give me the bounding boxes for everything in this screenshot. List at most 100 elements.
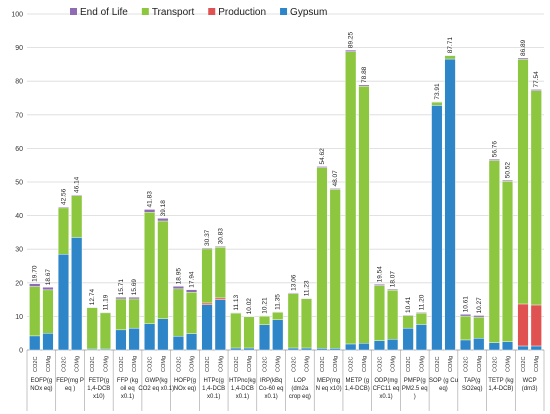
category-label: WCP (dm3) xyxy=(522,378,538,392)
bar-total-label: 11.19 xyxy=(102,294,109,310)
bar-segment-transport xyxy=(402,315,414,329)
x-sub-label: COMg xyxy=(247,356,253,372)
bar-segment-transport xyxy=(172,288,184,337)
y-tick-label: 90 xyxy=(15,45,23,52)
bar-segment-end-of-life xyxy=(473,315,485,318)
bar-segment-gypsum xyxy=(157,318,169,351)
category-label-line: oil eq xyxy=(120,386,134,392)
bar-segment-transport xyxy=(57,207,69,255)
bar-segment-gypsum xyxy=(259,324,271,351)
legend-swatch xyxy=(280,8,288,15)
bar-segment-transport xyxy=(530,90,542,306)
bar-segment-transport xyxy=(115,298,127,331)
bar-segment-transport xyxy=(460,315,472,341)
bar-total-label: 39.18 xyxy=(160,200,167,217)
y-tick-label: 60 xyxy=(15,146,23,153)
grid-layer xyxy=(27,13,544,351)
x-sub-label: CO2C xyxy=(521,356,527,372)
bar-segment-end-of-life xyxy=(530,89,542,91)
y-tick-label: 40 xyxy=(15,213,23,220)
bar-segment-gypsum xyxy=(29,335,41,351)
category-label-line: (dm3) xyxy=(522,386,538,392)
category-label-line: GWP(kg xyxy=(145,378,168,384)
bar-segment-gypsum xyxy=(201,304,213,351)
category-label: TAP(g SO2eq) xyxy=(462,378,483,392)
category-label-line: x10) xyxy=(93,394,105,400)
category-label-line: FEP(mg P xyxy=(56,378,84,384)
bar-segment-transport xyxy=(329,189,341,349)
x-sub-label: COMg xyxy=(276,356,282,372)
bar-segment-transport xyxy=(214,246,226,299)
y-tick-label: 80 xyxy=(15,79,23,86)
bar-total-label: 56.76 xyxy=(491,141,498,158)
bar-segment-transport xyxy=(144,212,156,324)
x-sub-label: CO2C xyxy=(464,356,470,372)
category-label-line: HOFP(g xyxy=(174,378,196,384)
category-label-line: x0.1) xyxy=(379,394,392,400)
bar-segment-gypsum xyxy=(316,348,328,351)
bar-total-label: 54.62 xyxy=(319,148,326,165)
x-sub-label: CO2C xyxy=(320,356,326,372)
bar-total-label: 30.37 xyxy=(204,229,211,246)
legend-swatch xyxy=(141,8,149,15)
bar-segment-transport xyxy=(272,312,284,320)
category-label-line: 1,4-DCB) xyxy=(488,386,513,392)
category-label: EOFP(g NOx eq) xyxy=(30,378,52,392)
category-label-line: 1,4-DCB xyxy=(87,386,110,392)
category-label: FEP(mg P eq ) xyxy=(56,378,84,392)
bar-total-label: 17.94 xyxy=(189,271,196,288)
x-sub-label: CO2C xyxy=(176,356,182,372)
bar-segment-transport xyxy=(517,59,529,305)
bar-segment-end-of-life xyxy=(144,209,156,213)
bar-segment-end-of-life xyxy=(373,284,385,286)
x-sub-label: CO2C xyxy=(406,356,412,372)
x-sub-label: COMg xyxy=(103,356,109,372)
bar-segment-transport xyxy=(502,181,514,342)
bar-segment-transport xyxy=(358,86,370,344)
bar-segment-gypsum xyxy=(172,336,184,351)
x-sub-label: COMg xyxy=(419,356,425,372)
bar-segment-transport xyxy=(415,312,427,325)
bar-segment-end-of-life xyxy=(444,55,456,56)
x-sub-label: CO2C xyxy=(349,356,355,372)
bar-segment-transport xyxy=(157,220,169,319)
y-tick-label: 30 xyxy=(15,247,23,254)
legend-swatch xyxy=(70,8,77,15)
bar-segment-end-of-life xyxy=(488,159,500,161)
category-label-line: CFC11 eq xyxy=(373,386,400,392)
bar-segment-transport xyxy=(128,298,140,329)
bar-segment-end-of-life xyxy=(329,188,341,190)
bar-segment-gypsum xyxy=(272,319,284,351)
y-tick-label: 100 xyxy=(11,12,23,19)
category-label-line: x0.1) xyxy=(207,394,220,400)
bar-segment-gypsum xyxy=(42,333,54,351)
legend-label: Transport xyxy=(152,7,195,18)
bar-total-label: 11.20 xyxy=(418,294,425,310)
bar-segment-gypsum xyxy=(128,327,140,351)
bar-segment-end-of-life xyxy=(502,180,514,182)
bar-total-label: 18.95 xyxy=(175,268,182,285)
y-tick-label: 50 xyxy=(15,180,23,187)
bar-segment-transport xyxy=(42,289,54,334)
bars-layer xyxy=(29,49,542,351)
bar-segment-end-of-life xyxy=(71,194,83,196)
bar-segment-transport xyxy=(201,248,213,304)
category-label: IRP(kBq Co-60 eq x0.1) xyxy=(259,378,284,400)
bar-total-label: 77.54 xyxy=(533,71,540,88)
category-label: FFP (kg oil eq x0.1) xyxy=(117,378,138,400)
category-label-line: EOFP(g xyxy=(31,378,53,384)
category-label-line: CO2 eq x0.1) xyxy=(138,386,174,392)
bar-total-label: 10.61 xyxy=(463,296,470,313)
bar-segment-end-of-life xyxy=(99,312,111,314)
bar-segment-production xyxy=(214,297,226,300)
x-sub-label: CO2C xyxy=(205,356,211,372)
bar-segment-end-of-life xyxy=(402,314,414,316)
bar-total-label: 19.70 xyxy=(32,265,39,282)
bar-segment-end-of-life xyxy=(86,306,98,308)
bar-segment-end-of-life xyxy=(259,315,271,317)
category-label: LOP (dm2a crop eq) xyxy=(289,378,311,400)
bar-segment-end-of-life xyxy=(431,101,443,103)
x-sub-label: COMg xyxy=(477,356,483,372)
